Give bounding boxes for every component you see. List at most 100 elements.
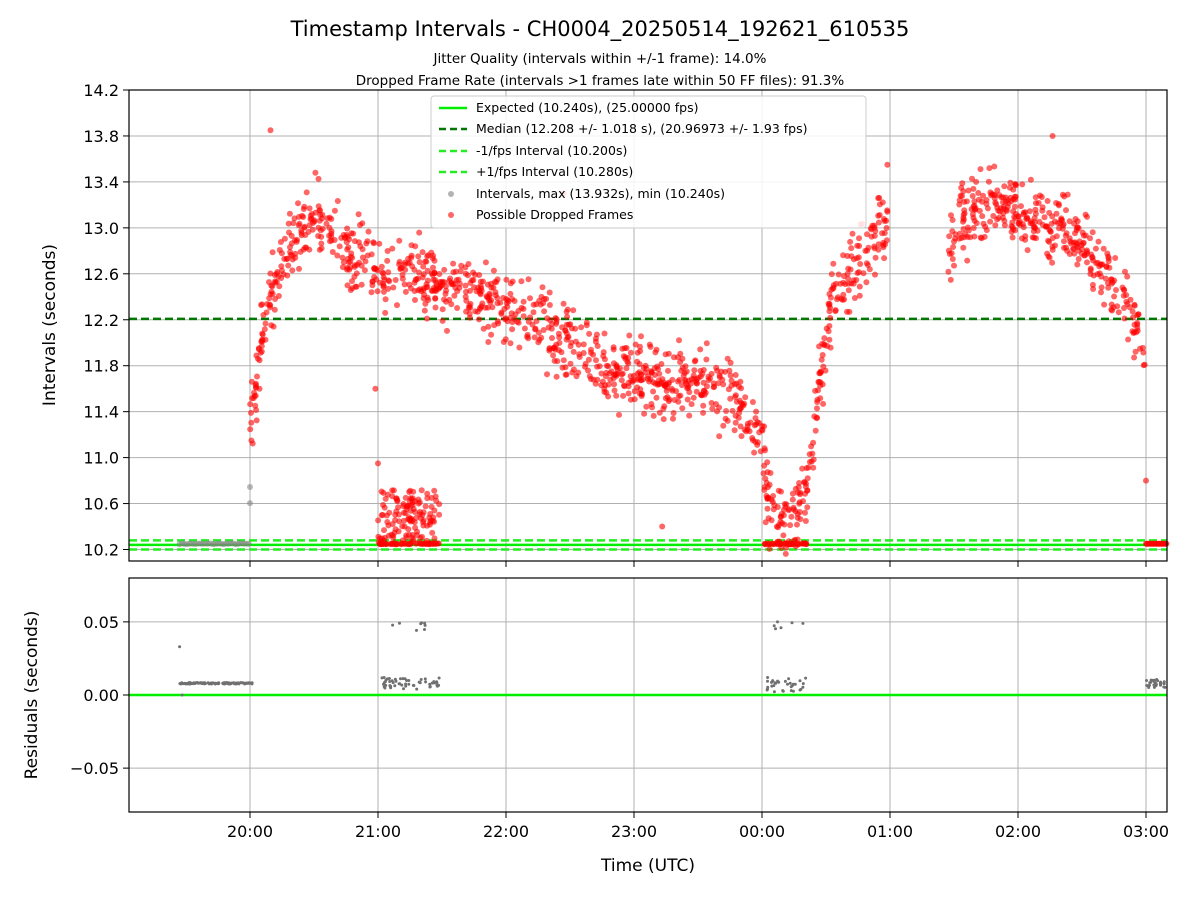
dropped-frame-point xyxy=(1011,203,1018,210)
dropped-frame-point xyxy=(408,534,415,541)
dropped-frame-point xyxy=(688,401,695,408)
dropped-frame-point xyxy=(446,278,453,284)
dropped-frame-point xyxy=(1032,194,1039,201)
dropped-frame-point xyxy=(829,285,836,292)
dropped-frame-point xyxy=(382,296,389,303)
dropped-frame-point xyxy=(662,351,669,358)
dropped-frame-point xyxy=(825,328,832,335)
dropped-frame-point xyxy=(827,344,834,351)
dropped-frame-point xyxy=(627,349,634,356)
dropped-frame-point xyxy=(785,540,792,547)
dropped-frame-point xyxy=(252,380,259,387)
dropped-frame-point xyxy=(494,318,501,325)
dropped-frame-point xyxy=(255,345,262,352)
dropped-frame-point xyxy=(556,334,563,341)
dropped-frame-point xyxy=(416,229,423,236)
dropped-frame-point xyxy=(267,302,274,309)
dropped-frame-point xyxy=(316,217,323,224)
dropped-frame-point xyxy=(670,415,676,422)
top-y-tick-label: 12.6 xyxy=(83,265,119,284)
dropped-frame-point xyxy=(428,494,435,501)
dropped-frame-point xyxy=(327,238,333,245)
dropped-frame-point xyxy=(975,196,982,203)
dropped-frame-point xyxy=(777,513,784,520)
dropped-frame-point xyxy=(414,528,420,535)
dropped-frame-point xyxy=(1074,240,1081,247)
residual-point xyxy=(1149,678,1153,682)
dropped-frame-point xyxy=(742,394,749,401)
residual-point xyxy=(790,684,794,688)
dropped-frame-point xyxy=(720,381,727,388)
dropped-frame-point xyxy=(971,233,978,240)
residual-point xyxy=(801,682,805,686)
dropped-frame-point xyxy=(350,230,357,237)
dropped-frame-point xyxy=(502,336,509,343)
dropped-frame-point xyxy=(588,346,594,353)
residual-point xyxy=(383,686,387,690)
dropped-frame-point xyxy=(855,254,862,261)
dropped-frame-point xyxy=(439,306,446,313)
dropped-frame-point xyxy=(753,421,759,428)
legend-label-dropped: Possible Dropped Frames xyxy=(476,207,633,222)
dropped-frame-point xyxy=(762,519,769,526)
dropped-frame-point xyxy=(1111,293,1118,300)
dropped-frame-point xyxy=(527,295,533,302)
dropped-frame-point xyxy=(463,288,469,295)
dropped-frame-point xyxy=(1041,214,1048,221)
dropped-frame-point xyxy=(1095,238,1102,245)
residual-point xyxy=(1159,680,1163,684)
dropped-frame-point xyxy=(1029,234,1036,241)
dropped-frame-point xyxy=(732,372,739,378)
top-y-tick-label: 11.4 xyxy=(83,403,119,422)
dropped-frame-point xyxy=(1047,228,1054,235)
dropped-frame-point xyxy=(438,282,445,288)
legend-label-plus-fps: +1/fps Interval (10.280s) xyxy=(476,164,633,179)
top-panel-x-tick-marks xyxy=(249,561,1147,567)
dropped-frame-point xyxy=(267,270,274,277)
dropped-frame-point xyxy=(359,246,366,253)
dropped-frame-point xyxy=(483,293,490,300)
dropped-frame-point xyxy=(544,371,550,378)
dropped-frame-point xyxy=(847,238,854,245)
residual-point xyxy=(415,687,419,691)
legend-swatch-dropped xyxy=(448,212,454,218)
dropped-frame-point xyxy=(991,163,998,170)
dropped-frame-point xyxy=(794,521,800,528)
dropped-frame-point xyxy=(1000,199,1006,206)
dropped-frame-point xyxy=(1012,181,1019,188)
dropped-frame-point xyxy=(795,484,802,491)
dropped-frame-point xyxy=(462,264,469,271)
dropped-frame-point xyxy=(803,480,809,487)
dropped-frame-point xyxy=(1031,215,1038,221)
dropped-frame-point xyxy=(1102,275,1109,282)
dropped-frame-point xyxy=(988,192,995,199)
dropped-frame-point xyxy=(415,496,422,503)
dropped-frame-point xyxy=(567,321,574,328)
dropped-frame-point xyxy=(1141,361,1148,368)
dropped-frame-point xyxy=(605,363,612,370)
dropped-frame-point xyxy=(871,245,878,252)
dropped-frame-point xyxy=(1049,246,1056,253)
dropped-frame-point xyxy=(613,392,620,399)
dropped-frame-point xyxy=(498,310,505,317)
residual-point xyxy=(787,677,791,681)
dropped-frame-point xyxy=(289,267,296,274)
dropped-frame-point xyxy=(301,223,308,230)
dropped-frame-point xyxy=(876,194,883,201)
dropped-frame-point xyxy=(638,393,645,399)
dropped-frame-point xyxy=(749,437,756,444)
dropped-frame-point xyxy=(408,496,415,503)
bottom-y-tick-label: 0.00 xyxy=(83,686,119,705)
dropped-frame-point xyxy=(492,279,498,285)
dropped-frame-point xyxy=(883,225,890,231)
dropped-frame-point xyxy=(312,209,319,216)
dropped-frame-point xyxy=(441,296,447,303)
dropped-frame-point xyxy=(432,304,439,311)
dropped-frame-point xyxy=(820,363,827,370)
dropped-frame-point xyxy=(979,213,986,220)
dropped-frame-point xyxy=(424,495,431,502)
dropped-frame-point xyxy=(422,503,429,510)
dropped-frame-point xyxy=(1055,202,1062,209)
dropped-frame-point xyxy=(735,414,742,421)
dropped-frame-point xyxy=(295,200,301,207)
